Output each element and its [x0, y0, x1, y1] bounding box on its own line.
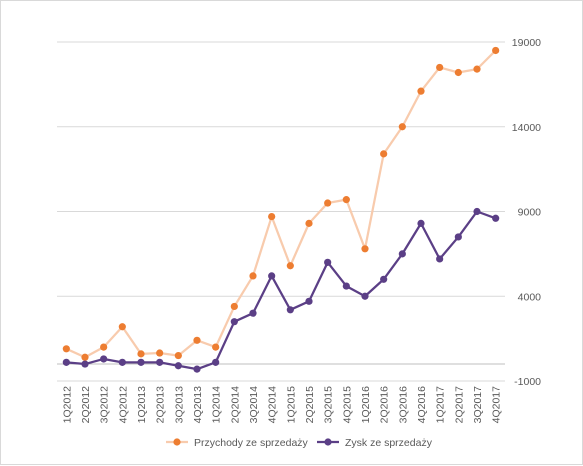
series-1-point-2	[100, 355, 108, 363]
series-0-point-15	[342, 196, 350, 204]
legend-label-0: Przychody ze sprzedaży	[194, 437, 309, 449]
x-tick-label-22: 3Q2017	[472, 386, 484, 424]
series-0-point-13	[305, 219, 313, 227]
series-1-point-8	[212, 358, 220, 366]
x-tick-label-12: 1Q2015	[285, 386, 297, 424]
series-0-point-11	[268, 212, 276, 221]
series-0-point-22	[473, 65, 481, 73]
series-1-point-18	[398, 250, 406, 258]
x-tick-label-23: 4Q2017	[491, 386, 503, 424]
y-tick-label-1: 14000	[512, 122, 541, 134]
series-0-point-10	[249, 272, 257, 280]
series-1-point-6	[174, 362, 182, 370]
series-1-point-19	[417, 219, 425, 227]
legend-marker-1	[324, 438, 332, 446]
series-0-point-1	[81, 353, 89, 361]
series-0-point-19	[417, 87, 425, 95]
x-tick-label-20: 1Q2017	[435, 386, 447, 424]
series-1-point-12	[286, 306, 294, 314]
x-tick-label-19: 4Q2016	[416, 386, 428, 424]
x-tick-label-16: 1Q2016	[360, 386, 372, 424]
series-1-point-11	[268, 272, 276, 280]
series-line-0	[65, 49, 497, 359]
x-tick-label-0: 1Q2012	[61, 386, 73, 424]
x-tick-label-14: 3Q2015	[323, 386, 335, 424]
y-tick-label-3: 4000	[518, 291, 542, 303]
series-line-1	[66, 210, 497, 371]
series-0-point-3	[118, 323, 126, 331]
series-0-point-2	[100, 343, 108, 351]
series-0-point-7	[193, 336, 201, 344]
x-tick-label-17: 2Q2016	[379, 386, 391, 424]
series-0-point-12	[286, 262, 294, 270]
legend-label-1: Zysk ze sprzedaży	[345, 437, 433, 449]
series-0-point-4	[137, 350, 145, 358]
series-1-point-5	[156, 358, 164, 366]
series-0-point-23	[492, 46, 500, 55]
x-tick-label-6: 3Q2013	[173, 386, 185, 424]
series-1-point-22	[473, 207, 481, 216]
series-0-point-18	[398, 123, 406, 131]
series-0-point-0	[62, 345, 70, 353]
x-tick-label-5: 2Q2013	[155, 386, 167, 424]
x-tick-label-1: 2Q2012	[80, 386, 92, 424]
series-1-point-0	[62, 358, 70, 366]
x-tick-label-10: 3Q2014	[248, 386, 260, 424]
x-tick-label-21: 2Q2017	[453, 386, 465, 424]
series-1-point-14	[324, 258, 332, 266]
series-0-point-20	[436, 63, 444, 72]
series-1-point-3	[118, 358, 126, 366]
x-tick-label-7: 4Q2013	[192, 386, 204, 424]
series-0-point-16	[361, 245, 369, 253]
series-1-point-7	[193, 365, 201, 373]
x-tick-label-15: 4Q2015	[341, 386, 353, 424]
series-1-point-1	[81, 360, 89, 368]
x-tick-label-3: 4Q2012	[117, 386, 129, 424]
series-0-point-14	[324, 199, 332, 207]
series-1-point-16	[361, 292, 369, 300]
series-1-point-23	[492, 214, 500, 222]
y-tick-label-0: 19000	[512, 37, 541, 49]
series-1-point-13	[305, 297, 313, 305]
x-tick-label-18: 3Q2016	[397, 386, 409, 424]
y-tick-label-2: 9000	[518, 207, 542, 219]
series-1-point-9	[230, 318, 238, 326]
x-tick-label-4: 1Q2013	[136, 386, 148, 424]
series-0-point-21	[454, 68, 462, 77]
x-tick-label-2: 3Q2012	[99, 386, 111, 424]
series-1-point-20	[436, 255, 444, 263]
series-1-point-21	[454, 233, 462, 241]
series-0-point-5	[156, 349, 164, 357]
series-0-point-9	[230, 302, 238, 311]
x-tick-label-11: 4Q2014	[267, 386, 279, 424]
series-1-point-10	[249, 309, 257, 317]
series-1-point-15	[342, 282, 350, 290]
series-0-point-8	[212, 343, 220, 351]
series-1-point-17	[380, 275, 388, 283]
series-0-point-17	[380, 150, 388, 158]
legend-marker-0	[173, 438, 181, 446]
series-1-point-4	[137, 358, 145, 366]
x-tick-label-8: 1Q2014	[211, 386, 223, 424]
x-tick-label-9: 2Q2014	[229, 386, 241, 424]
y-tick-label-4: -1000	[514, 376, 541, 388]
x-tick-label-13: 2Q2015	[304, 386, 316, 424]
series-0-point-6	[174, 351, 182, 360]
